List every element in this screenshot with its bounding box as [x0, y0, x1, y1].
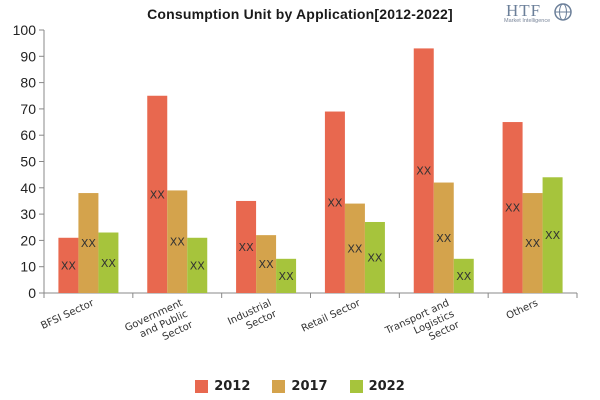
data-label: XX	[416, 165, 432, 178]
data-label: XX	[259, 258, 275, 271]
data-label: XX	[347, 242, 363, 255]
y-tick-label: 80	[20, 75, 36, 91]
data-labels: XX XX XX XX XX XX XX XX XX XX XX XX XX XX XX XX XX XX	[61, 165, 561, 283]
bar-2022-0	[98, 232, 119, 293]
y-tick-label: 20	[20, 232, 36, 248]
htf-logo: HTF Market Intelligence	[498, 0, 588, 26]
bars	[58, 48, 563, 293]
logo-subtitle: Market Intelligence	[504, 18, 551, 24]
x-category-label: Others	[505, 298, 540, 322]
x-category-label: Retail Sector	[300, 297, 363, 334]
legend-swatch	[272, 379, 286, 393]
bar-2012-3	[324, 111, 345, 293]
legend-swatch	[195, 379, 209, 393]
x-category-label: IndustrialSector	[226, 297, 279, 338]
bar-2012-2	[236, 200, 257, 293]
legend-swatch	[349, 379, 363, 393]
globe-icon	[554, 3, 572, 21]
bar-2022-5	[542, 177, 563, 293]
x-category-label: Governmentand PublicSector	[123, 297, 195, 355]
legend: 2012 2017 2022	[0, 376, 600, 396]
chart-title: Consumption Unit by Application[2012-202…	[147, 6, 453, 22]
y-tick-label: 30	[20, 206, 36, 222]
bar-2017-4	[433, 182, 454, 293]
data-label: XX	[456, 270, 472, 283]
bar-2017-5	[522, 193, 543, 293]
data-label: XX	[525, 237, 541, 250]
bar-2017-2	[256, 235, 277, 293]
legend-item-2017: 2017	[272, 376, 328, 396]
data-label: XX	[61, 259, 77, 272]
data-label: XX	[436, 232, 452, 245]
bar-2022-1	[187, 237, 208, 293]
data-label: XX	[239, 241, 255, 254]
y-tick-label: 100	[13, 22, 37, 38]
bar-2017-1	[167, 190, 188, 293]
bar-2012-1	[147, 95, 168, 293]
data-label: XX	[505, 202, 521, 215]
y-tick-label: 10	[20, 259, 36, 275]
bar-2022-2	[276, 258, 297, 293]
data-label: XX	[170, 236, 186, 249]
data-label: XX	[279, 270, 295, 283]
bar-2022-4	[453, 258, 474, 293]
bar-2012-5	[502, 122, 523, 293]
y-axis: 0 10 20 30 40 50 60 70 80 90 100	[13, 22, 45, 301]
bar-2022-3	[364, 221, 385, 293]
y-tick-label: 40	[20, 180, 36, 196]
x-category-label: Transport andLogisticsSector	[383, 297, 462, 359]
x-category-label: BFSI Sector	[39, 297, 96, 331]
data-label: XX	[81, 237, 97, 250]
bar-2017-0	[78, 193, 99, 293]
y-tick-label: 0	[28, 285, 36, 301]
y-tick-label: 70	[20, 101, 36, 117]
data-label: XX	[101, 257, 117, 270]
legend-item-2012: 2012	[195, 376, 250, 396]
y-tick-label: 60	[20, 127, 36, 143]
logo-brand: HTF	[506, 1, 542, 20]
data-label: XX	[367, 251, 383, 264]
data-label: XX	[190, 259, 206, 272]
legend-label: 2012	[214, 378, 251, 394]
bar-chart: 0 10 20 30 40 50 60 70 80 90 100 BFSI Sector Govern…	[13, 22, 578, 359]
y-tick-label: 90	[20, 48, 36, 64]
data-label: XX	[327, 196, 343, 209]
y-tick-label: 50	[20, 154, 36, 170]
legend-item-2022: 2022	[349, 376, 405, 396]
data-label: XX	[150, 188, 166, 201]
data-label: XX	[545, 229, 561, 242]
bar-2012-4	[413, 48, 434, 293]
bar-2012-0	[58, 237, 79, 293]
legend-label: 2022	[368, 378, 405, 394]
bar-2017-3	[344, 203, 365, 293]
legend-label: 2017	[291, 378, 328, 394]
x-axis: BFSI Sector Governmentand PublicSector Ind…	[39, 292, 578, 359]
